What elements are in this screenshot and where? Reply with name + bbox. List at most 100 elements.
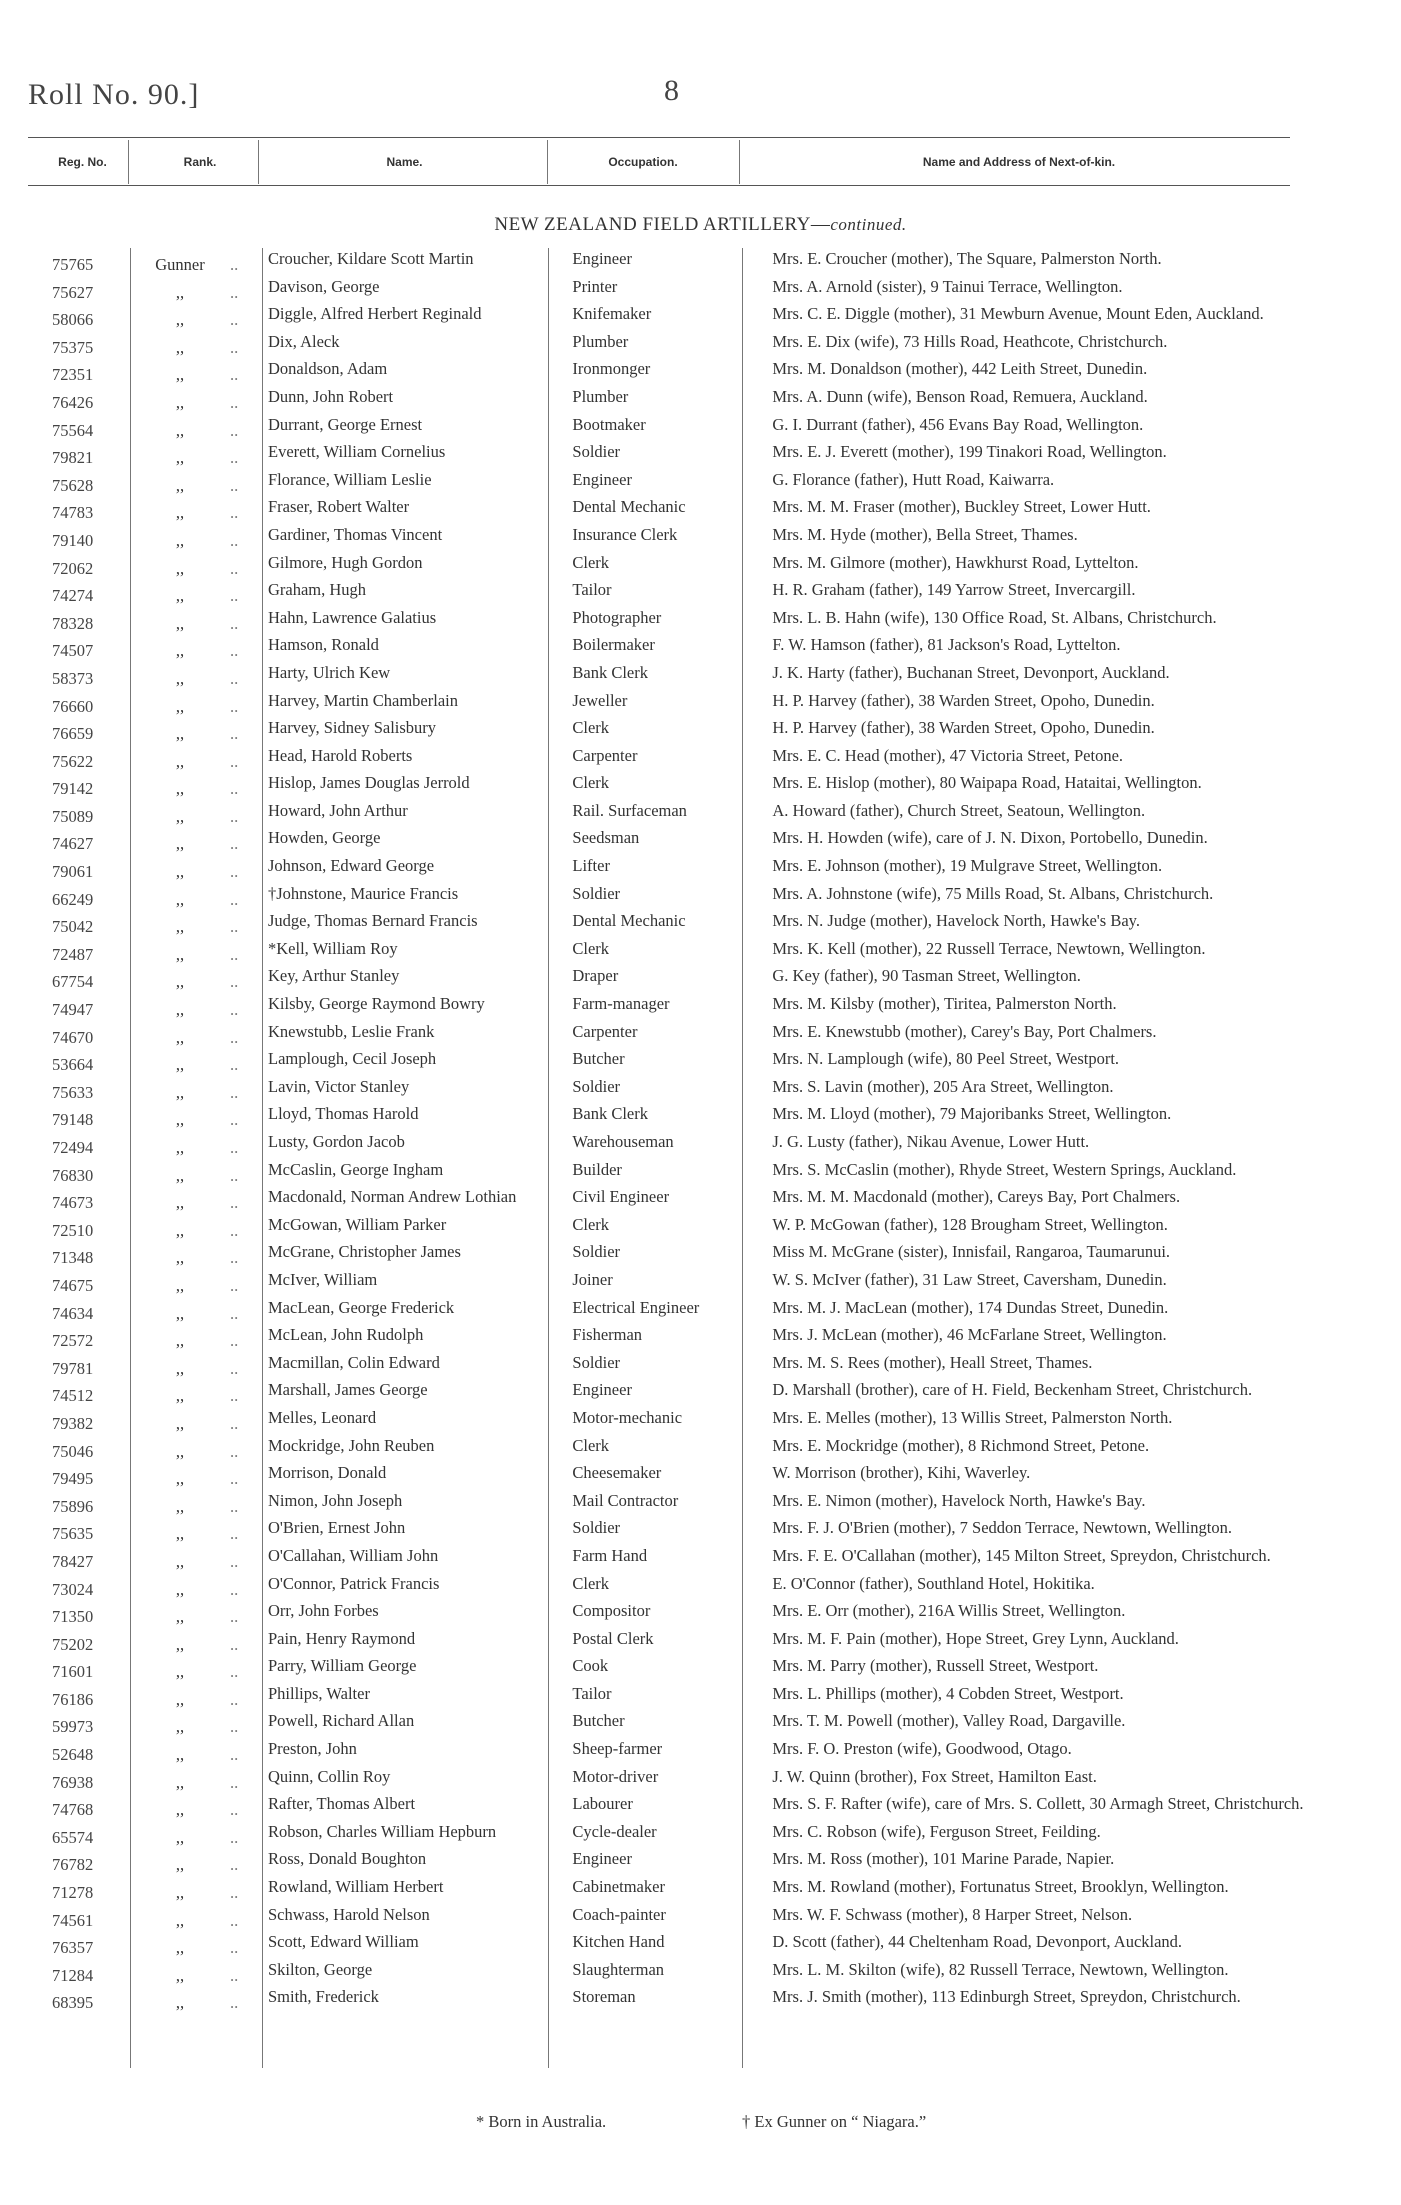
rank-cell: ,,.. bbox=[130, 1048, 260, 1076]
rank-cell: ,,.. bbox=[130, 1214, 260, 1242]
next-of-kin: Mrs. E. Orr (mother), 216A Willis Street… bbox=[772, 1601, 1126, 1621]
rank: ,, bbox=[175, 1524, 185, 1544]
reg-number: 74274 bbox=[52, 586, 94, 606]
reg-number: 75628 bbox=[52, 475, 94, 495]
reg-number: 79495 bbox=[52, 1469, 94, 1489]
occupation: Dental Mechanic bbox=[572, 911, 686, 931]
soldier-name: Scott, Edward William bbox=[268, 1932, 419, 1952]
reg-number: 79140 bbox=[52, 530, 94, 550]
rank: ,, bbox=[175, 1110, 185, 1130]
section-continued: continued. bbox=[830, 215, 907, 234]
table-row: 79781,,.. Macmillan, Colin Edward Soldier M… bbox=[0, 1352, 1401, 1380]
occupation: Plumber bbox=[572, 386, 629, 406]
soldier-name: Key, Arthur Stanley bbox=[268, 966, 400, 986]
leader-dots: .. bbox=[230, 1248, 239, 1268]
rank: ,, bbox=[175, 1386, 185, 1406]
soldier-name: Judge, Thomas Bernard Francis bbox=[268, 911, 478, 931]
leader-dots: .. bbox=[230, 779, 239, 799]
leader-dots: .. bbox=[230, 1579, 239, 1599]
soldier-name: Preston, John bbox=[268, 1739, 357, 1759]
soldier-name: Head, Harold Roberts bbox=[268, 745, 413, 765]
rank: ,, bbox=[175, 1689, 185, 1709]
rank-cell: ,,.. bbox=[130, 910, 260, 938]
next-of-kin: Mrs. E. Mockridge (mother), 8 Richmond S… bbox=[772, 1435, 1150, 1455]
soldier-name: Hislop, James Douglas Jerrold bbox=[268, 773, 470, 793]
leader-dots: .. bbox=[230, 1275, 239, 1295]
next-of-kin: G. Key (father), 90 Tasman Street, Welli… bbox=[772, 966, 1081, 986]
leader-dots: .. bbox=[230, 889, 239, 909]
rank: ,, bbox=[175, 724, 185, 744]
table-row: 68395,,.. Smith, Frederick Storeman Mrs. J.… bbox=[0, 1986, 1401, 2014]
leader-dots: .. bbox=[230, 310, 239, 330]
leader-dots: .. bbox=[230, 1883, 239, 1903]
table-row: 79061,,.. Johnson, Edward George Lifter Mrs… bbox=[0, 855, 1401, 883]
occupation: Tailor bbox=[572, 580, 612, 600]
rank: ,, bbox=[175, 1938, 185, 1958]
reg-number: 72572 bbox=[52, 1331, 94, 1351]
rank: ,, bbox=[175, 1827, 185, 1847]
col-header-next-of-kin: Name and Address of Next-of-kin. bbox=[922, 155, 1116, 169]
leader-dots: .. bbox=[230, 1110, 239, 1130]
next-of-kin: Mrs. C. E. Diggle (mother), 31 Mewburn A… bbox=[772, 304, 1264, 324]
occupation: Electrical Engineer bbox=[572, 1297, 700, 1317]
occupation: Soldier bbox=[572, 442, 621, 462]
reg-number: 75622 bbox=[52, 751, 94, 771]
rank: ,, bbox=[175, 1772, 185, 1792]
leader-dots: .. bbox=[230, 613, 239, 633]
occupation: Clerk bbox=[572, 1573, 610, 1593]
soldier-name: Rowland, William Herbert bbox=[268, 1877, 444, 1897]
section-heading: NEW ZEALAND FIELD ARTILLERY—continued. bbox=[0, 214, 1401, 236]
rank-cell: ,,.. bbox=[130, 883, 260, 911]
soldier-name: Harvey, Sidney Salisbury bbox=[268, 718, 437, 738]
rank: ,, bbox=[175, 1965, 185, 1985]
reg-number: 78427 bbox=[52, 1551, 94, 1571]
next-of-kin: Mrs. S. Lavin (mother), 205 Ara Street, … bbox=[772, 1076, 1114, 1096]
leader-dots: .. bbox=[230, 724, 239, 744]
next-of-kin: Mrs. F. E. O'Callahan (mother), 145 Milt… bbox=[772, 1545, 1271, 1565]
reg-number: 72494 bbox=[52, 1138, 94, 1157]
rank: ,, bbox=[175, 1193, 185, 1213]
next-of-kin: H. R. Graham (father), 149 Yarrow Street… bbox=[772, 580, 1136, 600]
next-of-kin: Mrs. E. C. Head (mother), 47 Victoria St… bbox=[772, 745, 1124, 765]
table-row: 76357,,.. Scott, Edward William Kitchen Ha… bbox=[0, 1931, 1401, 1959]
soldier-name: Marshall, James George bbox=[268, 1380, 428, 1400]
soldier-name: Pain, Henry Raymond bbox=[268, 1628, 416, 1648]
soldier-name: McLean, John Rudolph bbox=[268, 1325, 424, 1345]
reg-number: 75089 bbox=[52, 806, 94, 826]
rank: ,, bbox=[175, 1441, 185, 1461]
leader-dots: .. bbox=[230, 1082, 239, 1102]
next-of-kin: Mrs. A. Johnstone (wife), 75 Mills Road,… bbox=[772, 883, 1214, 903]
rank-cell: ,,.. bbox=[130, 579, 260, 607]
rank-cell: ,,.. bbox=[130, 827, 260, 855]
occupation: Motor-driver bbox=[572, 1766, 659, 1786]
rank-cell: ,,.. bbox=[130, 1904, 260, 1932]
rank-cell: ,,.. bbox=[130, 1131, 260, 1159]
soldier-name: McGowan, William Parker bbox=[268, 1214, 447, 1234]
occupation: Soldier bbox=[572, 1518, 621, 1538]
leader-dots: .. bbox=[230, 696, 239, 716]
occupation: Bank Clerk bbox=[572, 662, 649, 682]
col-header-name: Name. bbox=[386, 155, 423, 169]
table-row: 75633,,.. Lavin, Victor Stanley Soldier Mrs… bbox=[0, 1076, 1401, 1104]
leader-dots: .. bbox=[230, 641, 239, 661]
table-row: 78427,,.. O'Callahan, William John Farm Ha… bbox=[0, 1545, 1401, 1573]
occupation: Dental Mechanic bbox=[572, 497, 686, 517]
soldier-name: Rafter, Thomas Albert bbox=[268, 1794, 416, 1814]
rank: ,, bbox=[175, 530, 185, 550]
rank: ,, bbox=[175, 1607, 185, 1627]
rank-cell: ,,.. bbox=[130, 993, 260, 1021]
reg-number: 79382 bbox=[52, 1413, 94, 1433]
next-of-kin: Mrs. C. Robson (wife), Ferguson Street, … bbox=[772, 1821, 1101, 1841]
rank-cell: Gunner.. bbox=[130, 248, 260, 276]
reg-number: 76782 bbox=[52, 1855, 94, 1875]
occupation: Printer bbox=[572, 276, 618, 296]
occupation: Clerk bbox=[572, 773, 610, 793]
divider bbox=[739, 140, 740, 184]
rank: ,, bbox=[175, 392, 185, 412]
leader-dots: .. bbox=[230, 1827, 239, 1847]
occupation: Engineer bbox=[572, 469, 632, 489]
table-row: 74670,,.. Knewstubb, Leslie Frank Carpente… bbox=[0, 1021, 1401, 1049]
occupation: Civil Engineer bbox=[572, 1187, 670, 1207]
reg-number: 75627 bbox=[52, 282, 94, 302]
leader-dots: .. bbox=[230, 1993, 239, 2013]
